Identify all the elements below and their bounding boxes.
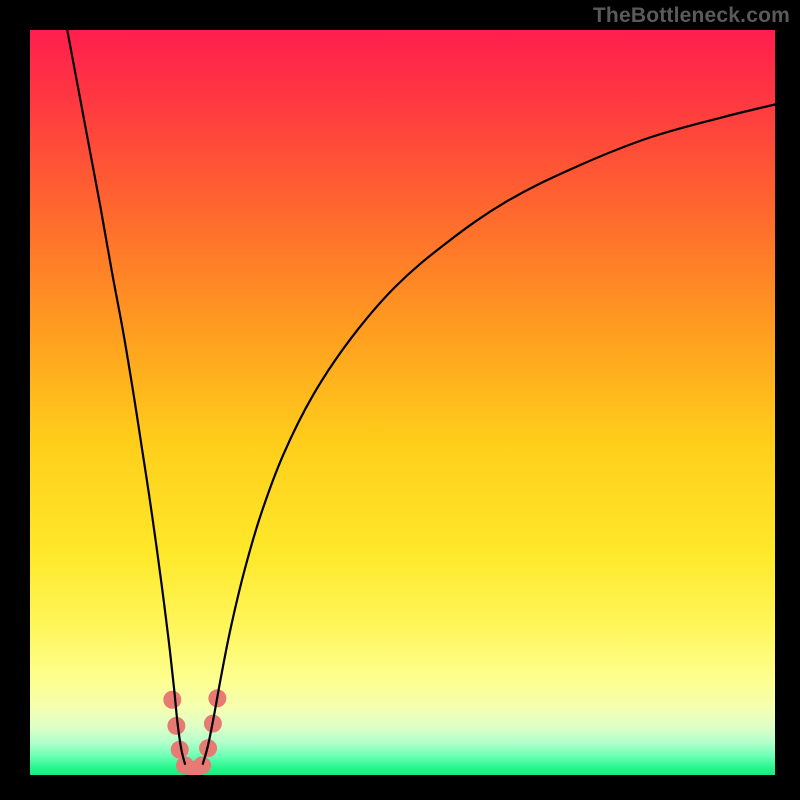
canvas: TheBottleneck.com bbox=[0, 0, 800, 800]
chart-svg bbox=[30, 30, 775, 775]
watermark-label: TheBottleneck.com bbox=[593, 4, 790, 28]
valley-marker bbox=[193, 756, 211, 774]
plot-area bbox=[30, 30, 775, 775]
plot-background bbox=[30, 30, 775, 775]
valley-marker bbox=[163, 691, 181, 709]
